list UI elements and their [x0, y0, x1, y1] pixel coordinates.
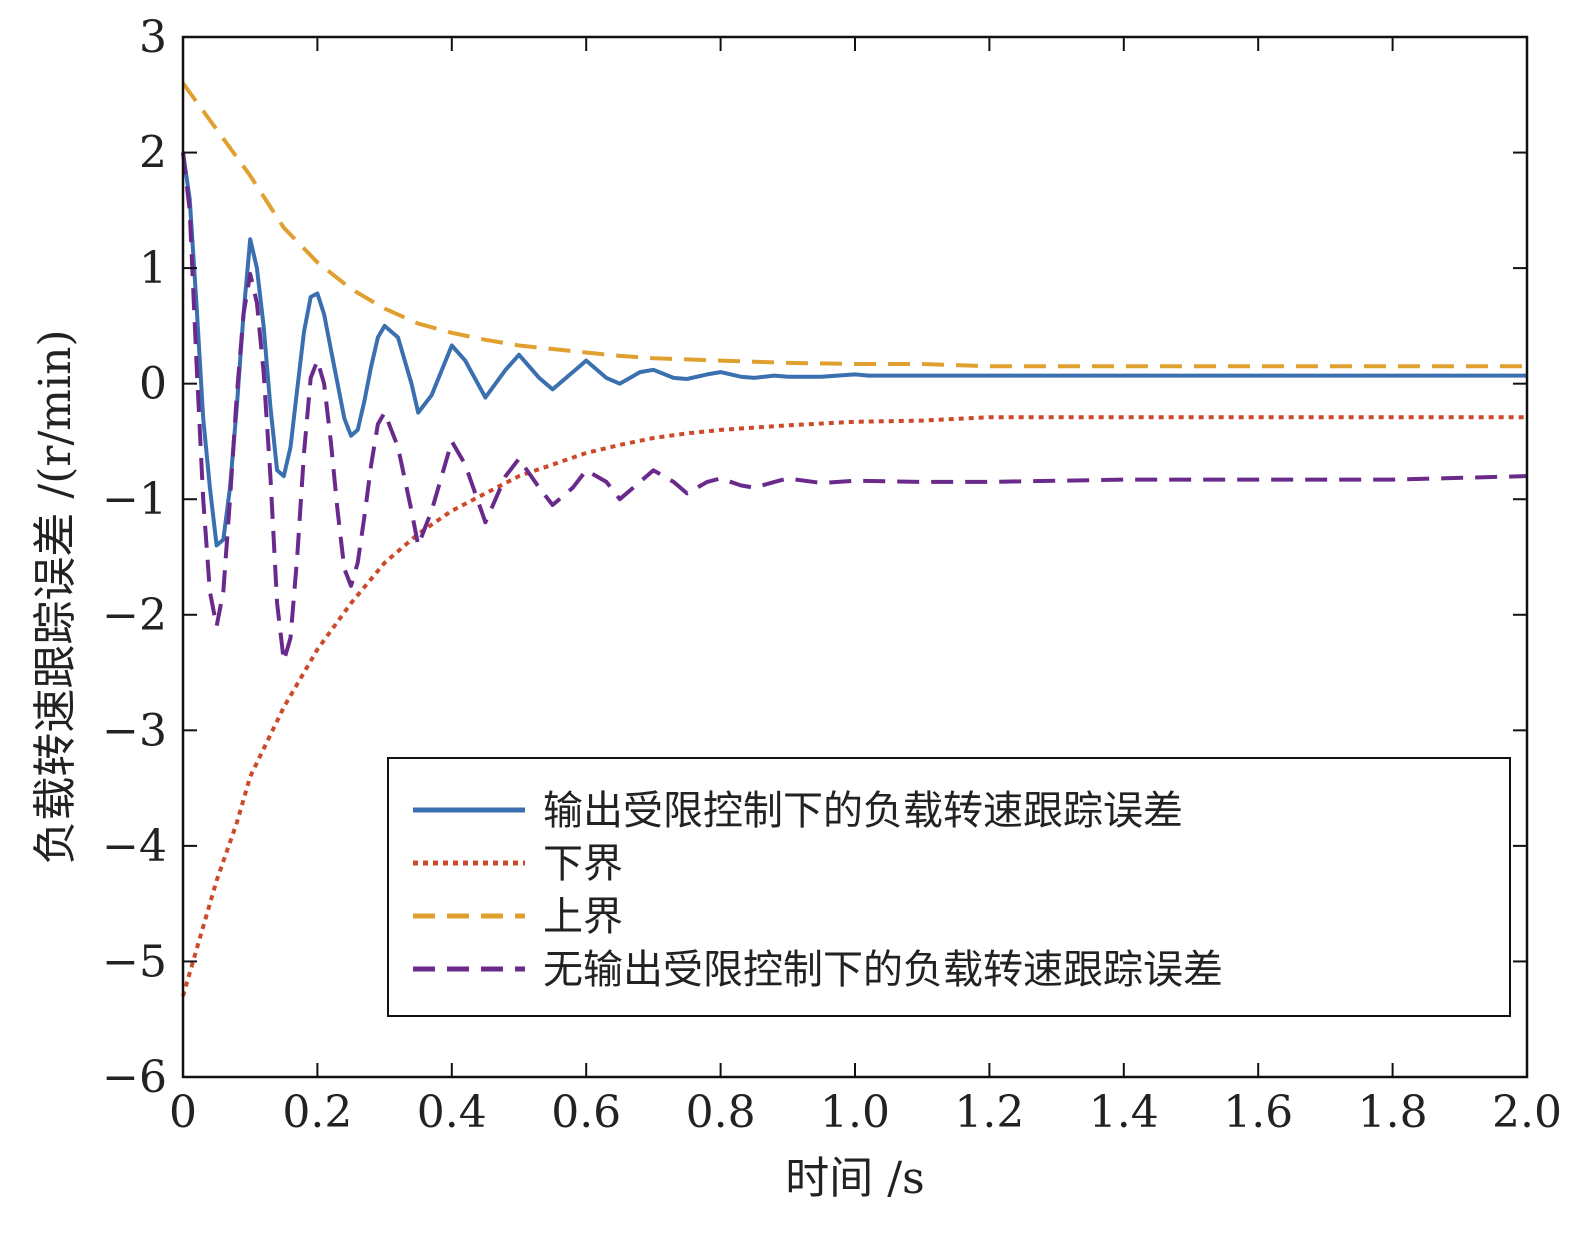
- y-axis-title: 负载转速跟踪误差 /(r/min): [30, 329, 81, 864]
- series-line-3: [181, 82, 1527, 369]
- x-tick-label: 0: [169, 1087, 197, 1138]
- x-tick-label: 0.4: [417, 1087, 487, 1138]
- y-tick-label: −1: [102, 474, 167, 525]
- legend-label-4: 无输出受限控制下的负载转速跟踪误差: [543, 947, 1223, 993]
- y-tick-label: −3: [102, 705, 167, 756]
- y-tick-label: −5: [102, 936, 167, 987]
- y-tick-label: 3: [139, 12, 167, 63]
- legend-box: [387, 757, 1511, 1017]
- x-tick-label: 1.2: [954, 1087, 1024, 1138]
- legend-label-1: 输出受限控制下的负载转速跟踪误差: [543, 788, 1183, 834]
- series-line-1: [181, 152, 1527, 548]
- series-layer: [181, 82, 1528, 997]
- x-tick-label: 1.6: [1223, 1087, 1293, 1138]
- legend-label-3: 上界: [543, 894, 623, 940]
- y-tick-label: −4: [102, 821, 167, 872]
- x-axis-title: 时间 /s: [785, 1153, 924, 1204]
- y-tick-label: 0: [139, 359, 167, 410]
- y-tick-label: −2: [102, 590, 167, 641]
- x-tick-label: 1.4: [1089, 1087, 1159, 1138]
- x-tick-label: 0.8: [686, 1087, 756, 1138]
- x-tick-label: 1.0: [820, 1087, 890, 1138]
- series-line-4: [181, 152, 1528, 663]
- y-tick-label: 1: [139, 243, 167, 294]
- legend-label-2: 下界: [543, 841, 623, 887]
- y-tick-label: −6: [102, 1052, 167, 1103]
- x-tick-label: 0.6: [551, 1087, 621, 1138]
- x-tick-label: 1.8: [1358, 1087, 1428, 1138]
- x-tick-label: 0.2: [282, 1087, 352, 1138]
- axis-ticks: 0 0.2 0.4 0.6 0.8 1.0 1.2 1.4 1.6 1.8 2.0 −6 −5 −4 −3 −…: [102, 12, 1562, 1138]
- x-tick-label: 2.0: [1492, 1087, 1562, 1138]
- y-tick-label: 2: [139, 128, 167, 179]
